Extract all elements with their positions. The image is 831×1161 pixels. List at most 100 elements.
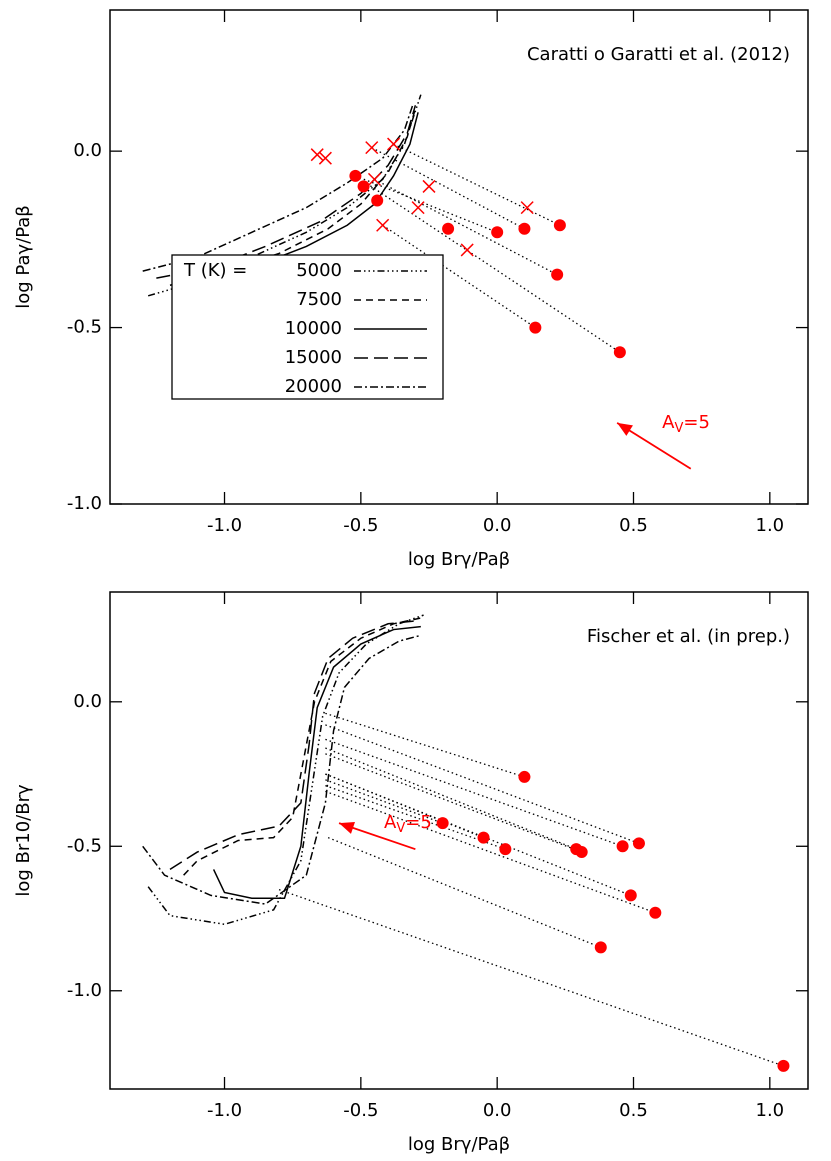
- x-tick-label: 1.0: [756, 1100, 785, 1121]
- y-tick-label: -1.0: [67, 980, 102, 1001]
- dereddening-track: [325, 738, 623, 847]
- dereddened-point: [624, 889, 637, 902]
- x-tick-label: -0.5: [343, 1100, 378, 1121]
- dereddened-point: [613, 346, 626, 359]
- observed-point: [411, 201, 425, 215]
- x-tick-label: 1.0: [756, 515, 785, 536]
- arrow-label-sub: V: [396, 821, 405, 836]
- model-curve: [142, 105, 414, 272]
- observed-point: [387, 137, 401, 151]
- y-tick-label: -1.0: [67, 493, 102, 514]
- arrow-label-base: A: [662, 412, 675, 433]
- dereddened-point: [518, 222, 531, 235]
- dereddening-track: [382, 224, 536, 329]
- x-tick-label: -1.0: [207, 1100, 242, 1121]
- dereddened-point: [551, 268, 564, 281]
- x-tick-label: 0.0: [483, 1100, 512, 1121]
- panel: -1.0 -0.5 0.0 0.5 1.0 0.0 -0.5 -1.0 log Brγ/Paβ l…: [13, 9, 809, 570]
- x-axis-label: log Brγ/Paβ: [408, 1134, 510, 1155]
- dereddened-point: [436, 817, 449, 830]
- y-tick-label: 0.0: [73, 140, 102, 161]
- dereddened-point: [499, 843, 512, 856]
- dereddened-point: [777, 1059, 790, 1072]
- legend-title: T (K) =: [183, 260, 247, 281]
- annotation: Caratti o Garatti et al. (2012): [527, 44, 790, 65]
- legend-label: 15000: [285, 347, 342, 368]
- dereddened-point: [371, 194, 384, 207]
- legend-label: 10000: [285, 318, 342, 339]
- dereddening-track: [325, 753, 582, 853]
- dereddening-track: [371, 147, 525, 230]
- dereddening-track: [374, 178, 558, 276]
- x-tick-label: 0.5: [619, 1100, 648, 1121]
- arrow-label-base: A: [384, 812, 397, 833]
- model-curve: [169, 620, 416, 871]
- observed-point: [367, 172, 382, 186]
- plot-area: [142, 614, 790, 1072]
- dereddened-point: [477, 831, 490, 844]
- dereddening-track: [325, 712, 525, 778]
- observed-point: [376, 218, 390, 232]
- model-curve: [212, 625, 421, 900]
- dereddened-point: [349, 169, 362, 182]
- dereddened-point: [442, 222, 455, 235]
- plot-frame: [109, 9, 809, 505]
- dereddened-point: [491, 226, 504, 239]
- legend-label: 7500: [296, 289, 342, 310]
- legend-box: [171, 254, 444, 400]
- x-tick-label: -1.0: [207, 515, 242, 536]
- y-axis-label: log Paγ/Paβ: [13, 205, 34, 309]
- legend-label: 20000: [285, 376, 342, 397]
- dereddening-track: [278, 889, 784, 1067]
- observed-point: [460, 243, 474, 257]
- model-curve: [147, 614, 424, 926]
- arrow-label-rest: =5: [405, 812, 432, 833]
- arrow-label-rest: =5: [683, 412, 710, 433]
- arrow-head: [617, 422, 633, 436]
- dereddened-point: [553, 219, 566, 232]
- arrow-head: [339, 822, 355, 834]
- y-tick-label: -0.5: [67, 835, 102, 856]
- arrow-label: AV=5: [662, 412, 710, 436]
- arrow-label-sub: V: [674, 420, 683, 435]
- dereddened-point: [594, 941, 607, 954]
- dereddening-track: [325, 790, 656, 914]
- y-tick-label: 0.0: [73, 691, 102, 712]
- dereddening-track: [325, 779, 443, 824]
- dereddened-point: [575, 846, 588, 859]
- dereddened-point: [632, 837, 645, 850]
- dereddened-point: [518, 770, 531, 783]
- dereddening-track: [325, 724, 640, 844]
- model-curve: [147, 94, 422, 297]
- dereddening-track: [325, 773, 632, 897]
- dereddened-point: [649, 906, 662, 919]
- observed-point: [422, 179, 436, 193]
- observed-point: [310, 148, 324, 162]
- dereddening-track: [355, 175, 621, 353]
- observed-point: [520, 201, 534, 215]
- dereddening-track: [355, 175, 498, 233]
- observed-point: [318, 151, 332, 165]
- plot-frame: [109, 591, 809, 1090]
- dereddening-track: [325, 747, 577, 850]
- dereddening-track: [327, 837, 602, 949]
- panel: -1.0 -0.5 0.0 0.5 1.0 0.0 -0.5 -1.0 log Brγ/Paβ l…: [13, 591, 809, 1155]
- legend-label: 5000: [296, 260, 342, 281]
- dereddened-point: [357, 180, 370, 193]
- x-tick-label: 0.0: [483, 515, 512, 536]
- model-curve: [156, 105, 417, 279]
- dereddening-track: [325, 784, 506, 850]
- dereddened-point: [616, 840, 629, 853]
- arrow-label: AV=5: [384, 812, 432, 836]
- x-axis-label: log Brγ/Paβ: [408, 549, 510, 570]
- y-axis-label: log Br10/Brγ: [13, 784, 34, 897]
- annotation: Fischer et al. (in prep.): [587, 626, 790, 647]
- y-tick-label: -0.5: [67, 317, 102, 338]
- x-tick-label: -0.5: [343, 515, 378, 536]
- model-curve: [183, 617, 421, 876]
- dereddened-point: [529, 321, 542, 334]
- dereddening-track: [393, 143, 561, 226]
- x-tick-label: 0.5: [619, 515, 648, 536]
- model-curve: [142, 634, 422, 905]
